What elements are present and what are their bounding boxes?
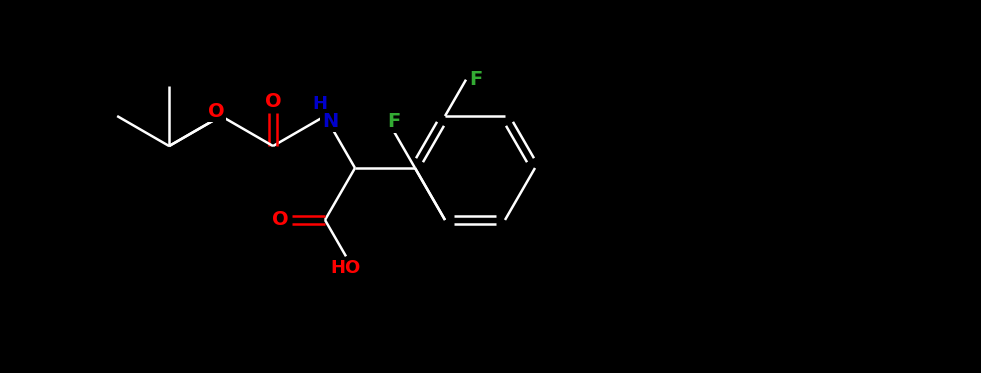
Text: F: F	[469, 70, 483, 89]
Text: HO: HO	[331, 259, 361, 278]
Text: O: O	[265, 91, 282, 110]
Text: N: N	[322, 112, 338, 131]
Text: F: F	[387, 112, 400, 131]
Text: H: H	[313, 95, 328, 113]
Text: O: O	[272, 210, 288, 229]
Text: O: O	[208, 101, 225, 120]
